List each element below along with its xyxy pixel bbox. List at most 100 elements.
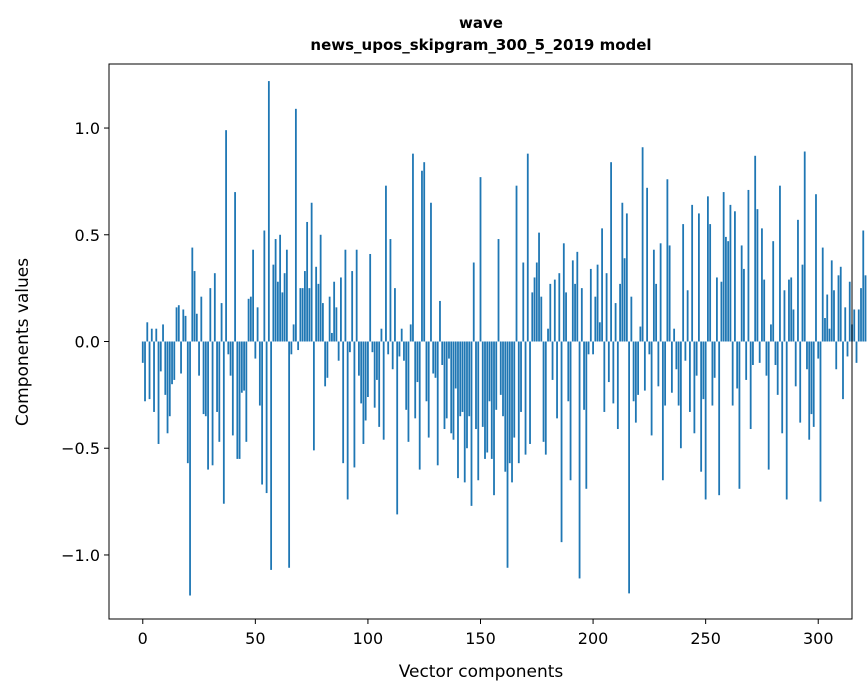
bar-321 <box>864 275 867 342</box>
bar-306 <box>830 260 833 342</box>
bar-281 <box>774 341 777 365</box>
bar-250 <box>704 341 707 500</box>
bar-116 <box>403 341 405 361</box>
bar-132 <box>439 300 441 342</box>
bar-267 <box>743 268 745 342</box>
bar-19 <box>184 315 187 342</box>
bar-92 <box>349 341 351 353</box>
bar-320 <box>862 230 865 342</box>
bar-123 <box>418 341 421 470</box>
bar-212 <box>619 283 621 342</box>
bar-89 <box>342 341 345 464</box>
bar-146 <box>470 341 473 506</box>
bar-275 <box>761 228 763 342</box>
bar-28 <box>204 341 207 417</box>
bar-144 <box>466 341 468 449</box>
bar-237 <box>675 341 678 370</box>
bar-136 <box>448 341 450 359</box>
bar-2 <box>146 322 149 342</box>
bar-294 <box>803 151 806 342</box>
bar-304 <box>826 294 829 342</box>
bar-152 <box>484 341 486 459</box>
bar-282 <box>776 341 779 395</box>
bar-245 <box>693 341 696 434</box>
bar-56 <box>267 81 270 342</box>
bar-224 <box>646 187 649 342</box>
bar-42 <box>236 341 239 459</box>
bar-307 <box>833 290 835 342</box>
bar-222 <box>641 147 644 342</box>
bar-229 <box>657 341 660 387</box>
bar-251 <box>707 196 709 342</box>
bar-211 <box>616 341 619 430</box>
bar-112 <box>394 288 396 342</box>
bar-184 <box>556 341 558 419</box>
bar-113 <box>396 341 399 515</box>
bar-210 <box>614 303 617 342</box>
bar-178 <box>542 341 545 442</box>
bar-218 <box>632 341 635 402</box>
bar-156 <box>493 341 495 496</box>
bar-216 <box>628 341 630 594</box>
bar-274 <box>758 341 761 363</box>
bar-15 <box>175 307 178 342</box>
bar-287 <box>788 279 790 342</box>
bar-182 <box>551 341 554 380</box>
bar-292 <box>799 341 802 423</box>
bar-242 <box>686 290 689 342</box>
bar-90 <box>344 249 347 342</box>
plot-frame <box>108 63 853 620</box>
bar-157 <box>495 341 498 410</box>
bar-153 <box>486 341 489 453</box>
bars-group <box>141 81 867 596</box>
bar-276 <box>763 279 766 342</box>
bar-110 <box>389 239 392 342</box>
bar-162 <box>506 341 509 568</box>
bar-55 <box>265 341 268 494</box>
bar-244 <box>691 204 694 342</box>
bar-257 <box>720 281 723 342</box>
bar-14 <box>173 341 176 380</box>
bar-106 <box>380 328 383 342</box>
bar-288 <box>790 277 793 342</box>
bar-76 <box>312 341 315 451</box>
bar-111 <box>391 341 394 370</box>
bar-207 <box>607 341 610 383</box>
bar-260 <box>727 241 730 342</box>
bar-223 <box>643 341 646 391</box>
bar-180 <box>547 328 549 342</box>
bar-303 <box>824 318 826 342</box>
bar-215 <box>625 213 628 342</box>
bar-217 <box>630 296 633 342</box>
bar-302 <box>821 247 824 342</box>
bar-48 <box>249 296 252 342</box>
bar-93 <box>351 271 354 342</box>
bar-27 <box>202 341 205 415</box>
bar-9 <box>162 324 164 342</box>
bar-314 <box>848 281 851 342</box>
x-tick-label: 0 <box>138 629 148 648</box>
bar-270 <box>749 341 752 430</box>
bar-149 <box>477 341 480 481</box>
bar-40 <box>231 341 234 436</box>
bar-219 <box>634 341 637 423</box>
bar-105 <box>378 341 381 427</box>
bar-228 <box>655 283 658 342</box>
bar-141 <box>459 341 462 417</box>
bar-33 <box>216 341 218 412</box>
bar-148 <box>475 341 477 430</box>
bar-309 <box>837 275 840 342</box>
bar-25 <box>198 341 200 376</box>
bar-160 <box>502 341 504 417</box>
bar-266 <box>740 245 743 342</box>
bar-43 <box>238 341 241 459</box>
bar-66 <box>290 341 293 355</box>
bar-253 <box>711 341 714 406</box>
bar-238 <box>677 341 680 406</box>
y-tick-label: 0.5 <box>75 226 100 245</box>
bar-26 <box>200 296 203 342</box>
bar-100 <box>367 341 369 397</box>
bar-261 <box>729 204 732 342</box>
y-tick-label: −0.5 <box>61 439 100 458</box>
bar-61 <box>279 234 282 342</box>
